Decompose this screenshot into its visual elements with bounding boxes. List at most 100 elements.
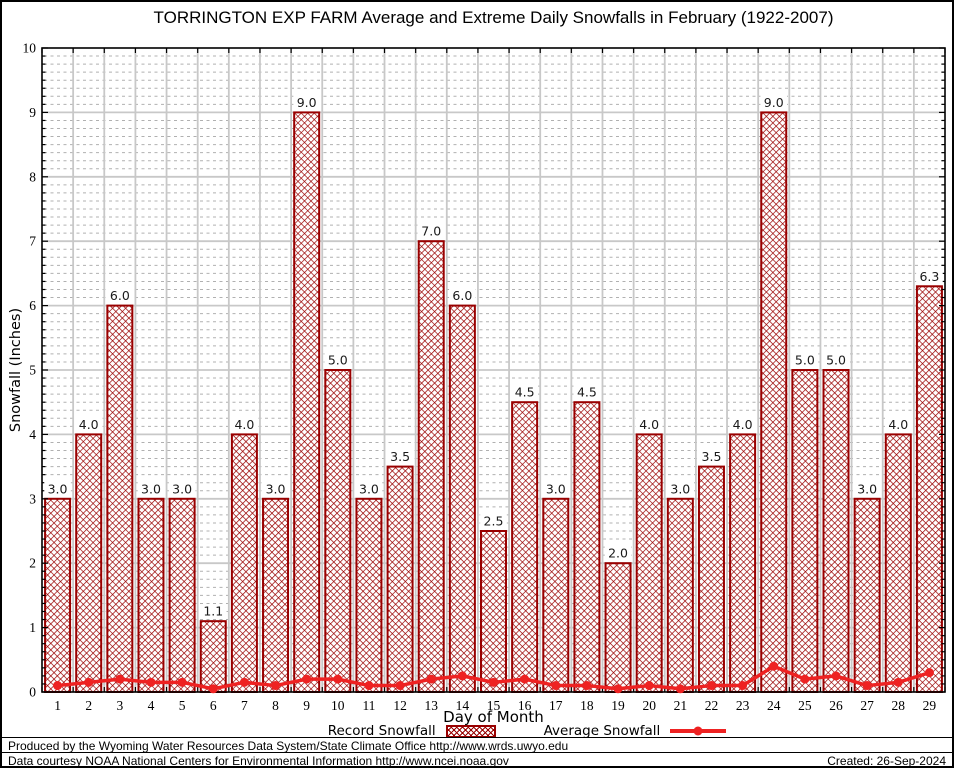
x-axis-label: Day of Month: [443, 708, 544, 726]
y-tick-7: 7: [29, 234, 36, 249]
avg-marker-day-28: [893, 677, 903, 687]
avg-marker-day-1: [53, 681, 63, 691]
bar-day-25: [791, 369, 819, 693]
x-tick-29: 29: [923, 698, 937, 713]
average-snowfall-line-icon: [670, 726, 727, 736]
bar-day-19: [604, 562, 632, 694]
y-tick-5: 5: [29, 363, 36, 378]
x-tick-28: 28: [892, 698, 906, 713]
bar-label-day-13: 7.0: [421, 224, 441, 239]
bar-day-17: [542, 497, 570, 693]
avg-marker-day-24: [769, 661, 779, 671]
bar-label-day-17: 3.0: [546, 481, 566, 496]
bar-day-7: [230, 433, 258, 693]
bar-day-8: [262, 497, 290, 693]
legend-record-label: Record Snowfall: [327, 723, 436, 739]
bar-label-day-21: 3.0: [670, 481, 690, 496]
avg-marker-day-6: [208, 684, 218, 694]
bar-day-22: [697, 465, 725, 693]
y-tick-8: 8: [29, 169, 36, 184]
avg-marker-day-29: [924, 668, 934, 678]
x-tick-19: 19: [611, 698, 625, 713]
x-tick-24: 24: [767, 698, 781, 713]
x-tick-20: 20: [642, 698, 656, 713]
footer-created-date: Created: 26-Sep-2024: [827, 754, 946, 768]
bar-day-1: [44, 497, 72, 693]
x-tick-9: 9: [303, 698, 310, 713]
avg-marker-day-14: [457, 671, 467, 681]
x-tick-labels: 1 2 3 4 5 6 7 8 9 10 11 12 13 14 15 16 17 18 19 20 21 22 23 24 2…: [54, 698, 936, 713]
average-snowfall-marker-icon: [693, 726, 703, 736]
avg-marker-day-27: [862, 681, 872, 691]
avg-marker-day-2: [84, 677, 94, 687]
chart-title: TORRINGTON EXP FARM Average and Extreme …: [153, 8, 834, 27]
y-tick-1: 1: [29, 620, 36, 635]
bar-day-23: [729, 433, 757, 693]
x-tick-23: 23: [736, 698, 750, 713]
avg-marker-day-7: [239, 677, 249, 687]
bar-label-day-25: 5.0: [795, 353, 815, 368]
bar-day-27: [853, 497, 881, 693]
footer-produced-by: Produced by the Wyoming Water Resources …: [8, 739, 569, 753]
bar-day-13: [417, 240, 445, 693]
bar-day-11: [355, 497, 383, 693]
bar-label-day-9: 9.0: [297, 95, 317, 110]
bar-label-day-5: 3.0: [172, 481, 192, 496]
avg-marker-day-13: [426, 674, 436, 684]
avg-marker-day-3: [115, 674, 125, 684]
bar-day-5: [168, 497, 196, 693]
bar-day-4: [137, 497, 165, 693]
x-tick-16: 16: [518, 698, 532, 713]
y-tick-2: 2: [29, 556, 36, 571]
y-tick-4: 4: [29, 427, 36, 442]
avg-marker-day-11: [364, 681, 374, 691]
bar-label-day-7: 4.0: [234, 417, 254, 432]
x-tick-11: 11: [362, 698, 375, 713]
y-axis-label: Snowfall (Inches): [8, 307, 24, 433]
x-tick-4: 4: [148, 698, 155, 713]
bar-label-day-1: 3.0: [48, 481, 68, 496]
x-tick-13: 13: [424, 698, 438, 713]
bar-label-day-28: 4.0: [888, 417, 908, 432]
x-tick-8: 8: [272, 698, 279, 713]
footer-row: Data courtesy NOAA National Centers for …: [8, 754, 946, 768]
y-tick-6: 6: [29, 298, 36, 313]
footer-divider-top: [2, 737, 952, 738]
x-tick-7: 7: [241, 698, 248, 713]
average-snowfall-markers: [53, 661, 934, 694]
avg-marker-day-9: [302, 674, 312, 684]
bar-label-day-27: 3.0: [857, 481, 877, 496]
legend-average-label: Average Snowfall: [543, 723, 661, 739]
bar-label-day-2: 4.0: [79, 417, 99, 432]
x-tick-15: 15: [487, 698, 501, 713]
x-tick-10: 10: [331, 698, 345, 713]
y-tick-0: 0: [29, 685, 36, 700]
bar-label-day-12: 3.5: [390, 449, 410, 464]
x-tick-18: 18: [580, 698, 594, 713]
x-tick-5: 5: [179, 698, 186, 713]
bar-day-3: [106, 304, 134, 693]
avg-marker-day-21: [675, 684, 685, 694]
y-tick-9: 9: [29, 105, 36, 120]
bar-label-day-29: 6.3: [919, 269, 939, 284]
bar-day-28: [884, 433, 912, 693]
avg-marker-day-4: [146, 677, 156, 687]
x-tick-12: 12: [393, 698, 407, 713]
bar-label-day-14: 6.0: [452, 288, 472, 303]
footer-data-courtesy: Data courtesy NOAA National Centers for …: [8, 754, 509, 768]
avg-marker-day-17: [551, 681, 561, 691]
bar-label-day-8: 3.0: [266, 481, 286, 496]
bar-label-day-6: 1.1: [203, 604, 223, 619]
bar-label-day-23: 4.0: [733, 417, 753, 432]
bar-day-15: [480, 530, 507, 693]
avg-marker-day-19: [613, 684, 623, 694]
axis-ticks: [41, 47, 946, 693]
bar-day-20: [635, 433, 663, 693]
bar-label-day-16: 4.5: [515, 385, 535, 400]
legend: Record Snowfall Average Snowfall: [2, 723, 952, 739]
bar-label-day-15: 2.5: [484, 514, 504, 529]
y-tick-10: 10: [23, 41, 37, 56]
bar-value-labels: 3.0 4.0 6.0 3.0 3.0 1.1 4.0 3.0 9.0 5.0 3.0 3.5 7.0 6…: [44, 95, 943, 619]
